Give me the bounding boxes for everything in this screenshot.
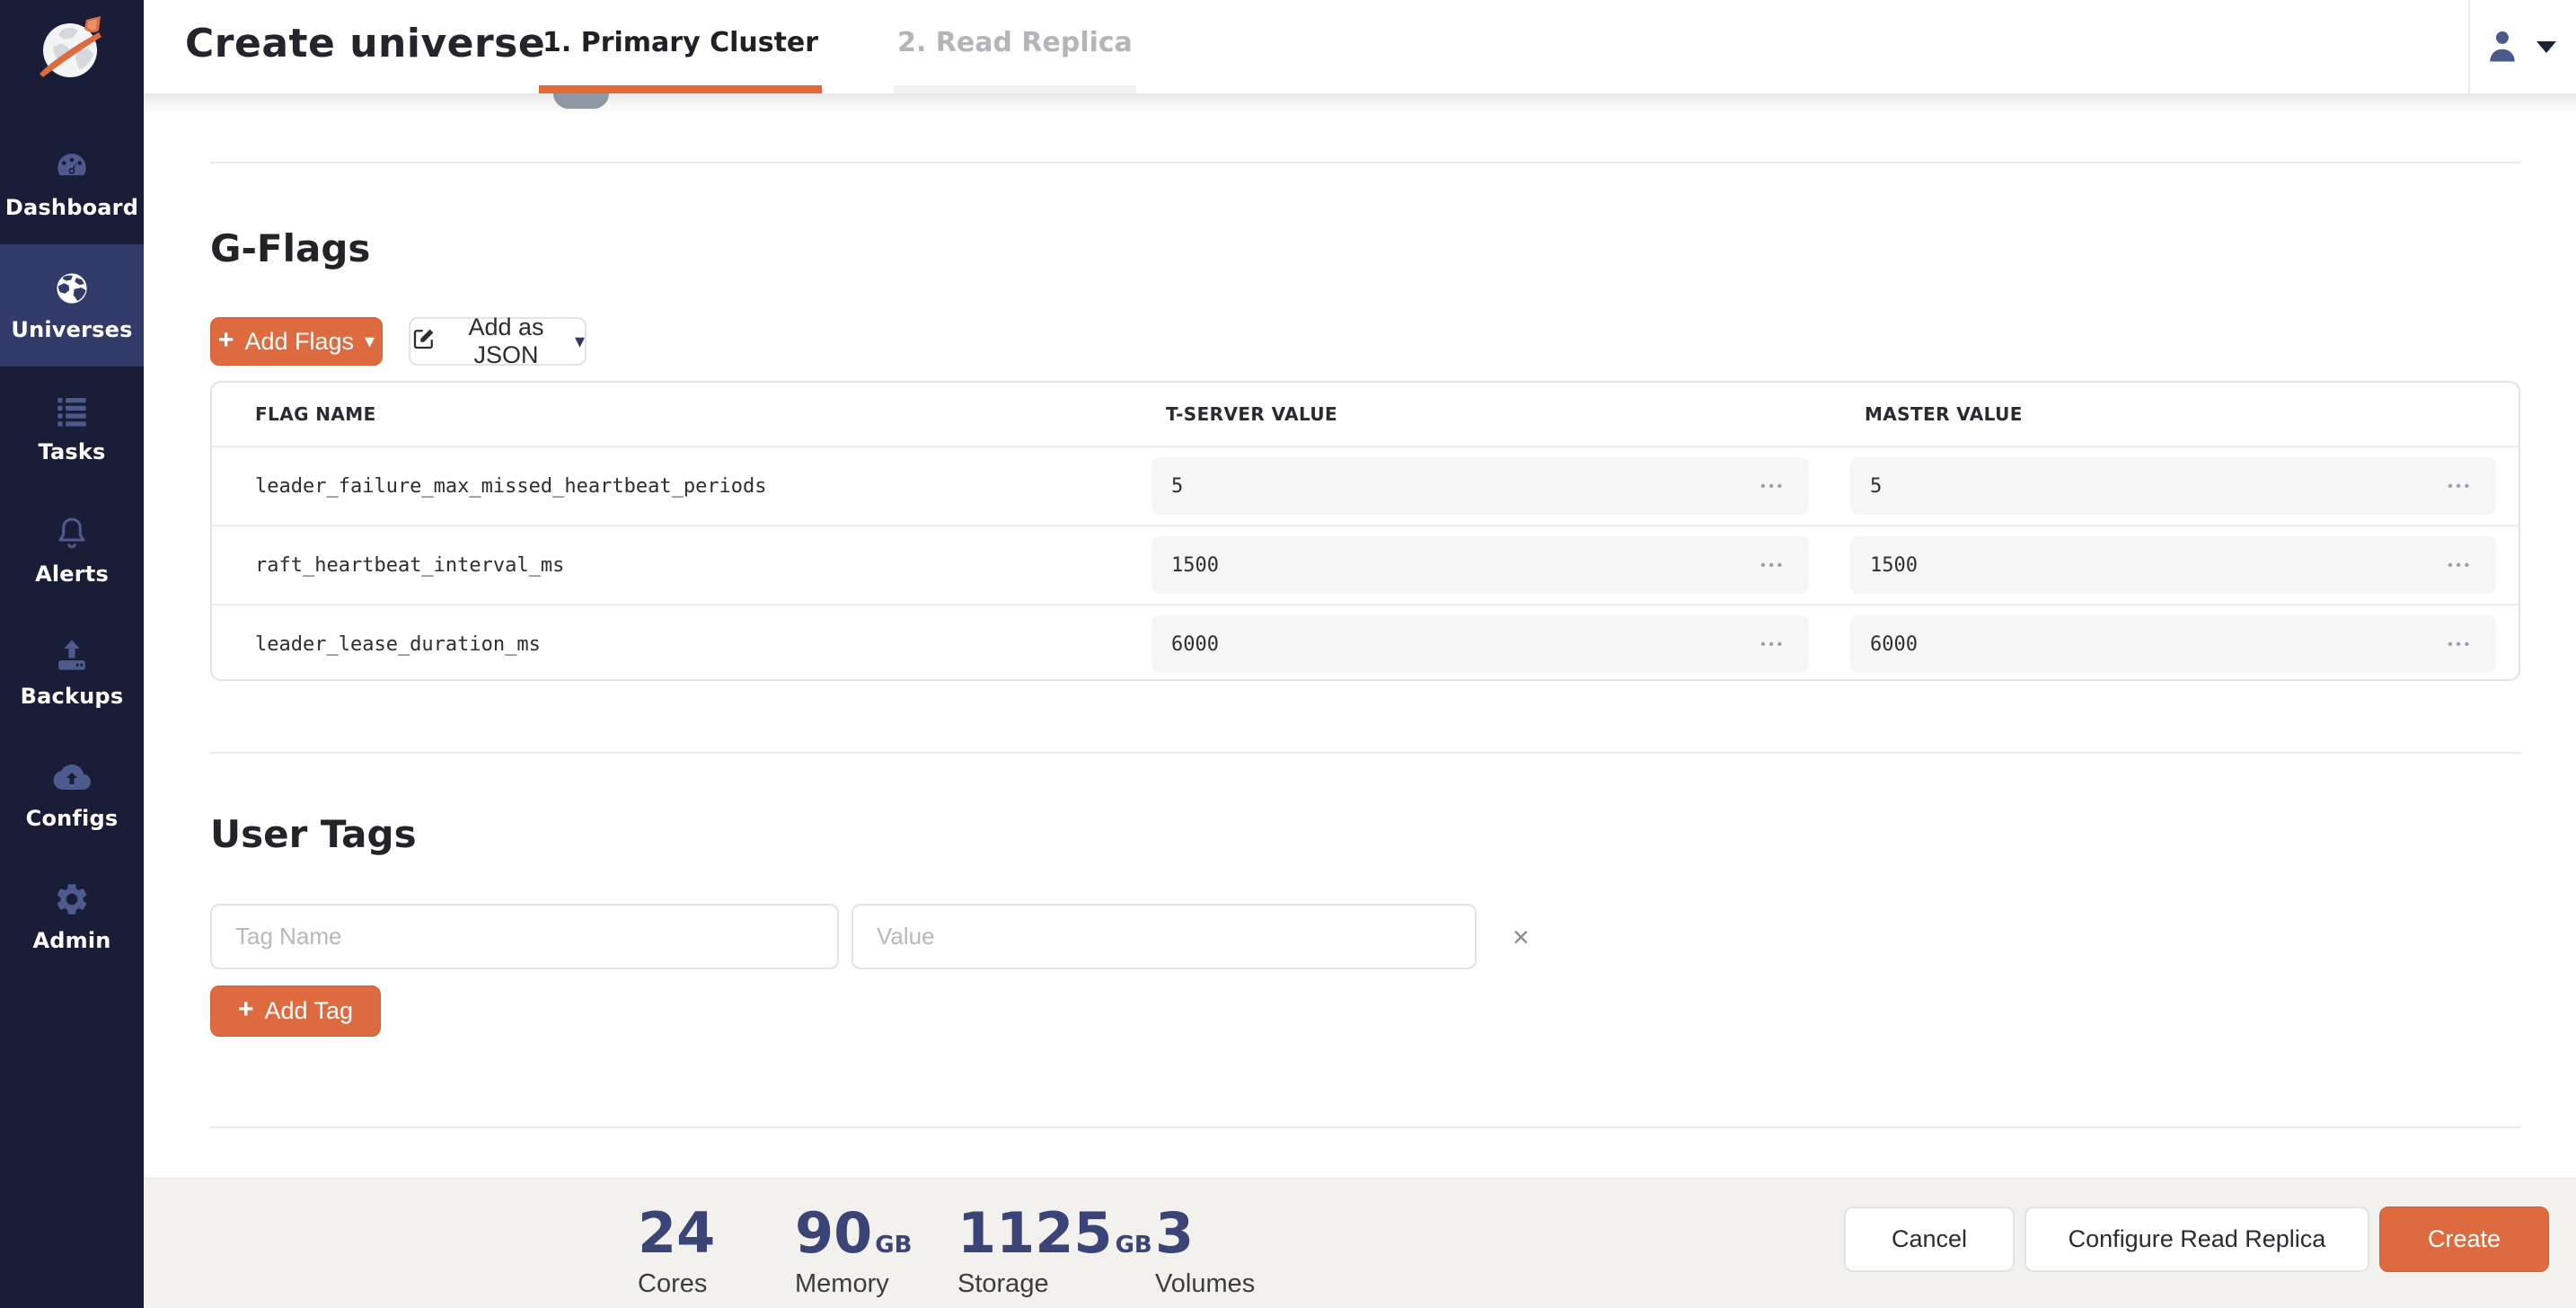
sidebar-item-backups[interactable]: Backups [0,611,144,733]
sidebar-item-dashboard[interactable]: Dashboard [0,122,144,244]
more-options-icon[interactable]: ••• [2448,636,2473,652]
gflags-table: FLAG NAME T-SERVER VALUE MASTER VALUE le… [210,381,2520,681]
more-options-icon[interactable]: ••• [2448,557,2473,573]
sidebar-item-label: Alerts [35,561,109,587]
add-flags-label: Add Flags [244,327,355,355]
table-row: leader_lease_duration_ms 6000 ••• 6000 ••• [212,604,2519,683]
memory-value: 90 [795,1200,873,1266]
page-title: Create universe [185,21,546,66]
gflags-actions: + Add Flags ▾ Add as JSON ▾ [210,314,587,368]
footer-actions: Cancel Configure Read Replica Create [1844,1206,2549,1272]
resource-memory: 90 GB Memory [795,1200,913,1299]
sidebar: Dashboard Universes Tasks Alerts [0,0,144,1308]
tserver-value-field[interactable]: 6000 ••• [1151,615,1809,673]
more-options-icon[interactable]: ••• [2448,478,2473,494]
app-logo[interactable] [0,0,144,99]
admin-icon [52,879,92,919]
alerts-icon [52,513,92,552]
backups-icon [52,635,92,675]
tag-value-input[interactable] [851,904,1477,969]
sidebar-item-label: Admin [32,928,111,953]
caret-down-icon [2536,40,2556,53]
column-header-flag-name: FLAG NAME [255,403,376,425]
add-as-json-label: Add as JSON [468,314,544,368]
tserver-value-field[interactable]: 5 ••• [1151,457,1809,515]
resource-cores: 24 Cores [638,1204,718,1299]
tag-name-input[interactable] [210,904,839,969]
storage-label: Storage [957,1269,1049,1299]
add-tag-label: Add Tag [264,997,354,1024]
user-tags-heading: User Tags [210,812,417,856]
wizard-tabs: 1. Primary Cluster 2. Read Replica [539,0,1136,93]
configs-icon [52,757,92,797]
section-divider-bottom [210,1127,2520,1128]
tab-read-replica[interactable]: 2. Read Replica [894,0,1136,93]
user-tag-row: × [210,904,1530,969]
memory-label: Memory [795,1269,889,1299]
remove-tag-icon[interactable]: × [1513,920,1530,953]
storage-value: 1125 [957,1200,1113,1266]
resource-storage: 1125 GB Storage [957,1200,1152,1299]
column-header-master-value: MASTER VALUE [1865,403,2023,425]
yugabyte-logo-icon [40,16,101,77]
user-icon [2490,31,2515,62]
section-divider-top [210,162,2520,164]
flag-name: raft_heartbeat_interval_ms [255,553,565,577]
scrolled-content-peek [553,93,609,109]
sidebar-item-label: Dashboard [4,195,139,220]
gflags-table-header: FLAG NAME T-SERVER VALUE MASTER VALUE [212,383,2519,446]
master-value-field[interactable]: 1500 ••• [1850,536,2496,594]
sidebar-item-label: Tasks [38,439,106,464]
universe-icon [52,269,92,308]
add-tag-button[interactable]: + Add Tag [210,985,381,1037]
sidebar-item-label: Configs [25,806,119,831]
cores-label: Cores [638,1269,708,1299]
sidebar-item-configs[interactable]: Configs [0,733,144,855]
plus-icon: + [217,324,234,355]
more-options-icon[interactable]: ••• [1760,636,1786,652]
resource-volumes: 3 Volumes [1155,1204,1255,1299]
header-divider [2468,0,2470,93]
page-header: Create universe 1. Primary Cluster 2. Re… [144,0,2576,93]
caret-down-icon: ▾ [365,330,375,352]
flag-name: leader_lease_duration_ms [255,632,541,656]
add-as-json-button[interactable]: Add as JSON ▾ [409,314,587,368]
sidebar-item-label: Universes [11,317,133,342]
table-row: raft_heartbeat_interval_ms 1500 ••• 1500 •… [212,525,2519,604]
column-header-tserver-value: T-SERVER VALUE [1166,403,1338,425]
edit-pencil-icon [410,325,437,358]
section-divider-middle [210,752,2520,754]
master-value-field[interactable]: 5 ••• [1850,457,2496,515]
flag-name: leader_failure_max_missed_heartbeat_peri… [255,474,767,498]
dashboard-icon [52,146,92,186]
sidebar-item-alerts[interactable]: Alerts [0,489,144,611]
more-options-icon[interactable]: ••• [1760,478,1786,494]
gflags-heading: G-Flags [210,226,371,270]
sidebar-item-admin[interactable]: Admin [0,855,144,977]
user-menu[interactable] [2483,0,2556,93]
sidebar-item-universes[interactable]: Universes [0,244,144,367]
configure-read-replica-button[interactable]: Configure Read Replica [2025,1206,2369,1272]
footer-bar: 24 Cores 90 GB Memory 1125 GB Storage 3 Vo… [144,1178,2576,1308]
sidebar-item-label: Backups [20,684,124,709]
master-value-field[interactable]: 6000 ••• [1850,615,2496,673]
sidebar-nav: Dashboard Universes Tasks Alerts [0,122,144,977]
more-options-icon[interactable]: ••• [1760,557,1786,573]
caret-down-icon: ▾ [574,330,585,352]
main-content: G-Flags + Add Flags ▾ Add as JSON ▾ FLAG… [144,93,2576,1178]
volumes-value: 3 [1155,1200,1195,1266]
cores-value: 24 [638,1200,716,1266]
sidebar-item-tasks[interactable]: Tasks [0,367,144,489]
tserver-value-field[interactable]: 1500 ••• [1151,536,1809,594]
create-button[interactable]: Create [2379,1206,2549,1272]
table-row: leader_failure_max_missed_heartbeat_peri… [212,446,2519,525]
add-flags-button[interactable]: + Add Flags ▾ [210,317,383,366]
volumes-label: Volumes [1155,1269,1256,1299]
tasks-icon [52,391,92,430]
cancel-button[interactable]: Cancel [1844,1206,2015,1272]
plus-icon: + [237,994,254,1024]
header-scroll-shadow [144,93,2576,115]
tab-primary-cluster[interactable]: 1. Primary Cluster [539,0,823,93]
